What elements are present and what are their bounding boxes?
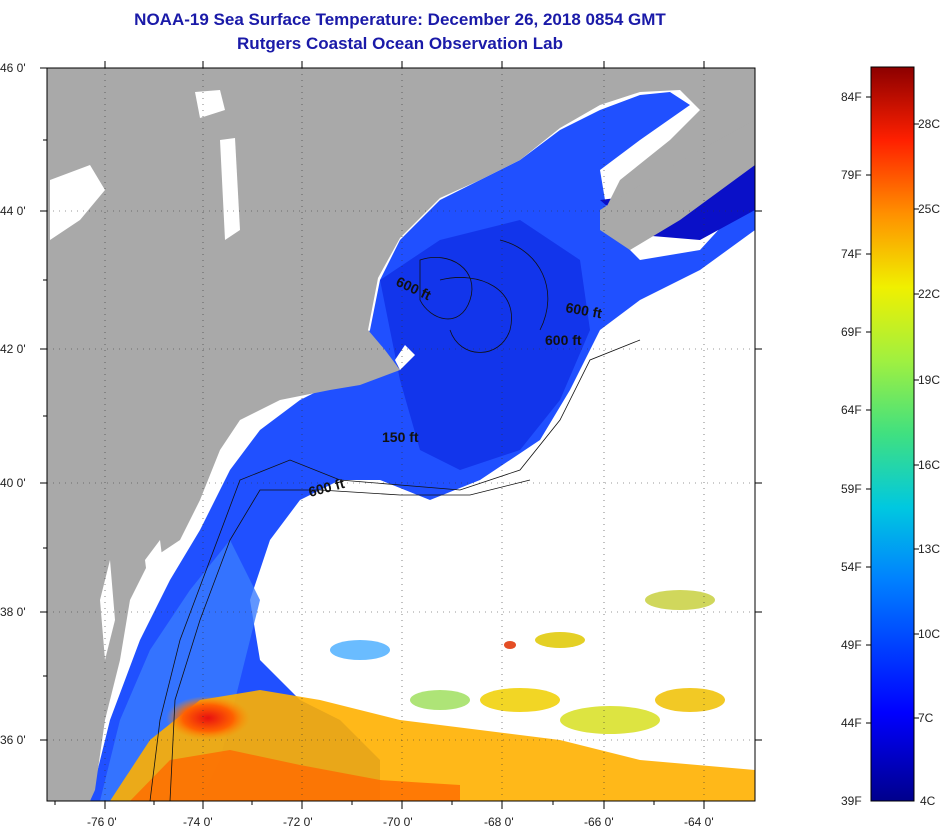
- lon-label: -74 0': [183, 815, 213, 829]
- lon-label: -68 0': [484, 815, 514, 829]
- map-frame: [46, 67, 756, 802]
- longitude-labels: -76 0' -74 0' -72 0' -70 0' -68 0' -66 0…: [87, 815, 714, 829]
- cb-f-label: 44F: [841, 716, 862, 730]
- cb-c-label: 22C: [918, 287, 940, 301]
- cb-f-label: 74F: [841, 247, 862, 261]
- cb-c-label: 4C: [920, 794, 936, 808]
- lat-label: 36 0': [0, 733, 26, 747]
- map-plot: 600 ft 600 ft 600 ft 150 ft 600 ft: [47, 68, 755, 801]
- lon-label: -64 0': [684, 815, 714, 829]
- lat-label: 44 0': [0, 204, 26, 218]
- cb-c-label: 16C: [918, 458, 940, 472]
- cb-f-label: 69F: [841, 325, 862, 339]
- contour-label: 150 ft: [382, 429, 419, 445]
- colorbar-f-labels: 84F 79F 74F 69F 64F 59F 54F 49F 44F 39F: [841, 90, 862, 808]
- cb-f-label: 49F: [841, 638, 862, 652]
- lat-label: 38 0': [0, 605, 26, 619]
- contour-label: 600 ft: [545, 332, 582, 348]
- axis-ticks: [40, 61, 762, 809]
- colorbar: [870, 66, 915, 802]
- cb-f-label: 59F: [841, 482, 862, 496]
- cb-c-label: 13C: [918, 542, 940, 556]
- cb-f-label: 79F: [841, 168, 862, 182]
- latitude-labels: 46 0' 44 0' 42 0' 40 0' 38 0' 36 0': [0, 61, 26, 747]
- land-nova-scotia: [600, 120, 755, 250]
- lon-label: -76 0': [87, 815, 117, 829]
- lon-label: -70 0': [383, 815, 413, 829]
- cb-c-label: 7C: [918, 711, 934, 725]
- cb-f-label: 39F: [841, 794, 862, 808]
- map-title: NOAA-19 Sea Surface Temperature: Decembe…: [134, 10, 666, 29]
- cb-f-label: 64F: [841, 403, 862, 417]
- warm-patches: [330, 590, 725, 734]
- cb-f-label: 84F: [841, 90, 862, 104]
- colorbar-ticks: [866, 96, 919, 724]
- cb-f-label: 54F: [841, 560, 862, 574]
- lon-label: -72 0': [283, 815, 313, 829]
- cb-c-label: 25C: [918, 202, 940, 216]
- lakes: [50, 90, 415, 660]
- land-mass: [47, 68, 755, 801]
- lat-label: 42 0': [0, 342, 26, 356]
- lon-label: -66 0': [584, 815, 614, 829]
- colorbar-c-labels: 28C 25C 22C 19C 16C 13C 10C 7C 4C: [918, 117, 940, 808]
- warm-core: [166, 696, 250, 740]
- contour-label: 600 ft: [564, 299, 603, 321]
- lat-label: 40 0': [0, 476, 26, 490]
- cb-c-label: 10C: [918, 627, 940, 641]
- map-subtitle: Rutgers Coastal Ocean Observation Lab: [237, 34, 563, 53]
- cb-c-label: 19C: [918, 373, 940, 387]
- graticule: [47, 68, 755, 801]
- depth-contours: [149, 239, 641, 801]
- warm-band: [130, 750, 460, 801]
- ocean-offshore: [380, 220, 590, 470]
- cb-c-label: 28C: [918, 117, 940, 131]
- lat-label: 46 0': [0, 61, 26, 75]
